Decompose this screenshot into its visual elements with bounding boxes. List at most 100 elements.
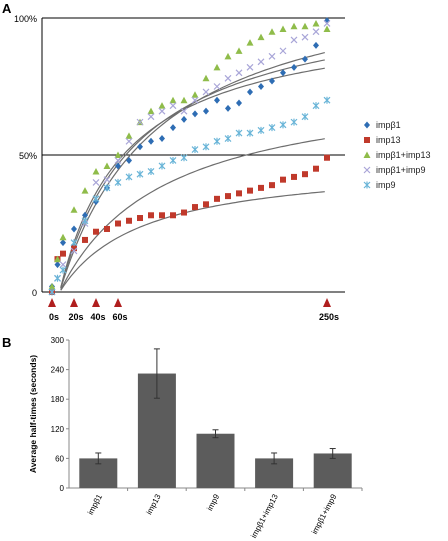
data-point bbox=[180, 154, 188, 162]
data-point bbox=[247, 88, 253, 96]
data-point bbox=[191, 91, 199, 98]
data-point bbox=[246, 63, 254, 71]
bar-imp9 bbox=[196, 433, 235, 488]
data-point bbox=[54, 261, 61, 269]
data-point bbox=[126, 156, 132, 164]
data-point bbox=[202, 74, 210, 82]
time-marker-triangle bbox=[92, 298, 100, 307]
fit-curve-2 bbox=[60, 52, 325, 289]
data-point bbox=[213, 137, 221, 145]
data-point bbox=[60, 250, 66, 257]
data-point bbox=[59, 261, 67, 269]
data-point bbox=[114, 157, 122, 164]
data-point bbox=[169, 96, 177, 104]
data-point bbox=[246, 39, 254, 46]
time-marker-triangle bbox=[48, 298, 56, 307]
time-marker-triangle bbox=[323, 298, 331, 307]
data-point bbox=[312, 28, 320, 36]
data-point bbox=[136, 118, 144, 126]
data-point bbox=[137, 143, 143, 151]
data-point bbox=[257, 126, 265, 134]
data-point bbox=[235, 69, 243, 77]
panel-b-bar-chart: 0 60 120 180 240 300 Average half-times (secon… bbox=[28, 336, 363, 540]
data-point bbox=[170, 124, 176, 132]
series-impβ1 bbox=[49, 17, 330, 291]
data-point bbox=[158, 107, 166, 115]
series-impβ1+imp9 bbox=[48, 20, 331, 296]
y-tick-label: 50% bbox=[19, 151, 37, 161]
data-point bbox=[147, 167, 155, 175]
series-impβ1+imp13 bbox=[48, 19, 331, 290]
data-point bbox=[92, 167, 100, 175]
y-axis-label: Average half-times (seconds) bbox=[28, 355, 38, 473]
data-point bbox=[158, 162, 166, 170]
data-point bbox=[115, 162, 121, 170]
data-point bbox=[103, 184, 111, 192]
data-point bbox=[312, 102, 320, 110]
data-point bbox=[147, 113, 155, 121]
data-point bbox=[213, 83, 221, 90]
data-point bbox=[115, 220, 121, 227]
data-point bbox=[180, 107, 188, 115]
data-point bbox=[71, 225, 77, 233]
data-point bbox=[269, 77, 275, 85]
data-point bbox=[268, 124, 276, 132]
data-point bbox=[169, 156, 177, 164]
data-point bbox=[235, 129, 243, 137]
data-point bbox=[258, 184, 264, 191]
data-point bbox=[70, 247, 78, 255]
data-point bbox=[290, 118, 298, 126]
data-point bbox=[125, 173, 133, 181]
data-point bbox=[257, 58, 265, 66]
data-point bbox=[54, 255, 61, 263]
time-marker-triangle bbox=[114, 298, 122, 307]
panel-b-label: B bbox=[2, 335, 11, 350]
data-point bbox=[213, 63, 221, 71]
data-point bbox=[324, 154, 330, 161]
legend-label: impβ1+imp13 bbox=[376, 150, 430, 160]
data-point bbox=[59, 233, 67, 241]
data-point bbox=[148, 212, 154, 219]
data-point bbox=[268, 28, 276, 35]
data-point bbox=[302, 171, 308, 178]
data-point bbox=[224, 74, 232, 82]
fit-curve-4 bbox=[60, 191, 325, 291]
x-tick-label: imp13 bbox=[144, 492, 162, 516]
data-point bbox=[258, 83, 264, 90]
data-point bbox=[291, 173, 297, 180]
data-point bbox=[147, 107, 155, 115]
data-point bbox=[203, 201, 209, 208]
data-point bbox=[203, 107, 209, 115]
data-point bbox=[54, 274, 61, 282]
series-imp9 bbox=[48, 96, 331, 296]
time-marker-triangle bbox=[70, 298, 78, 307]
data-point bbox=[59, 266, 67, 274]
data-point bbox=[279, 25, 287, 32]
data-point bbox=[60, 239, 66, 247]
data-point bbox=[236, 99, 242, 107]
data-point bbox=[312, 19, 320, 27]
data-point bbox=[236, 190, 242, 197]
data-point bbox=[125, 132, 133, 139]
x-tick-label: imp9 bbox=[205, 492, 221, 512]
data-point bbox=[180, 96, 188, 104]
data-point bbox=[280, 176, 286, 183]
data-point bbox=[81, 187, 89, 194]
data-point bbox=[92, 178, 100, 186]
fit-curve-0 bbox=[60, 67, 325, 288]
y-tick-label: 100% bbox=[14, 14, 37, 24]
legend-label: imp9 bbox=[376, 180, 396, 190]
data-point bbox=[225, 193, 231, 200]
fit-curve-3 bbox=[60, 138, 325, 291]
data-point bbox=[114, 178, 122, 186]
data-point bbox=[82, 236, 88, 243]
data-point bbox=[137, 215, 143, 222]
data-point bbox=[158, 102, 166, 109]
data-point bbox=[363, 151, 371, 158]
data-point bbox=[48, 283, 56, 290]
data-point bbox=[214, 96, 220, 104]
data-point bbox=[169, 102, 177, 110]
data-point bbox=[302, 55, 308, 63]
panel-a-label: A bbox=[2, 1, 12, 16]
y-tick-label: 0 bbox=[60, 484, 65, 493]
